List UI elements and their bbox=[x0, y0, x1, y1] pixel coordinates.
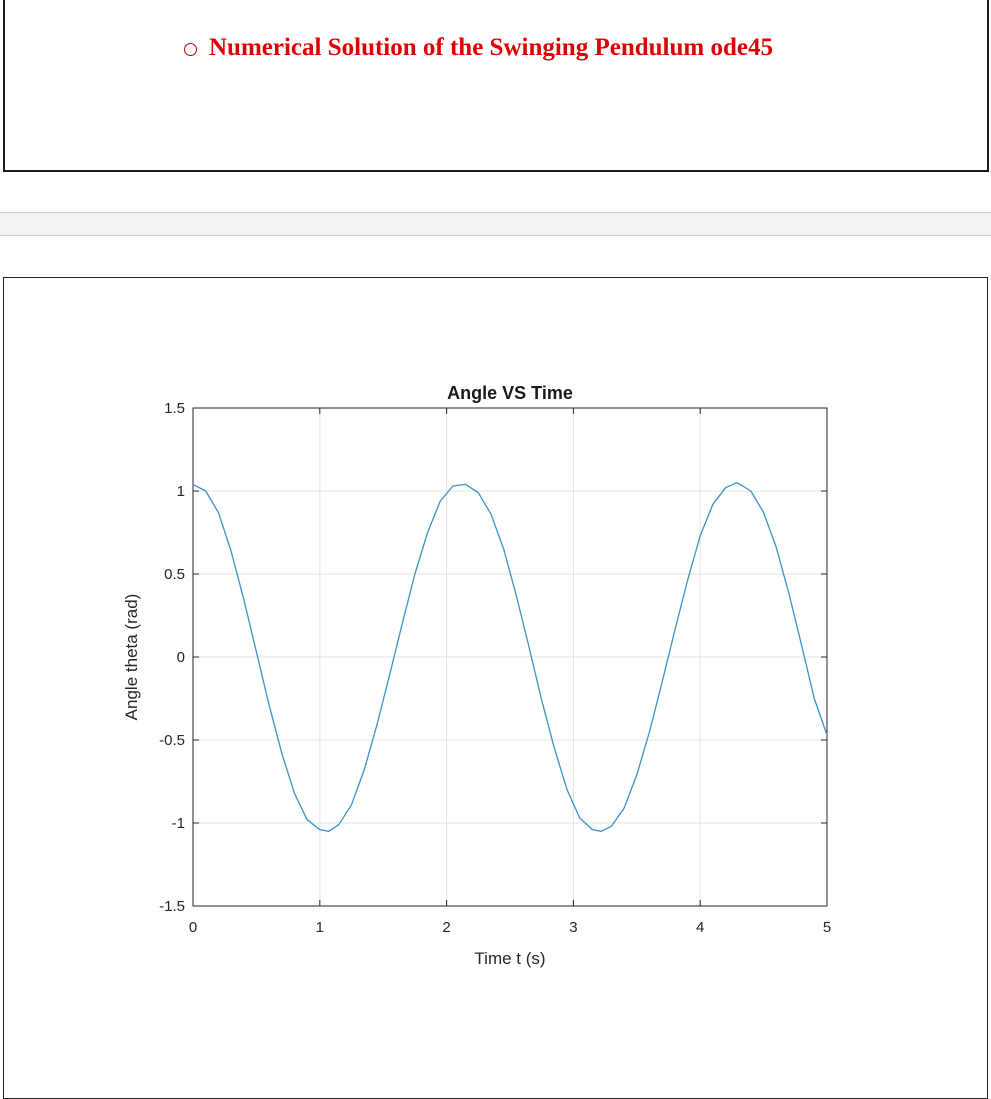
y-tick-label: 0.5 bbox=[164, 566, 185, 583]
x-tick-label: 5 bbox=[823, 919, 831, 936]
y-tick-label: 1 bbox=[177, 483, 185, 500]
y-tick-label: -0.5 bbox=[159, 732, 185, 749]
x-axis-label: Time t (s) bbox=[474, 949, 545, 968]
y-tick-label: 0 bbox=[177, 649, 185, 666]
series-line bbox=[192, 482, 828, 832]
chart-title: Angle VS Time bbox=[447, 383, 573, 403]
y-axis-label: Angle theta (rad) bbox=[122, 594, 141, 721]
y-tick-label: -1 bbox=[172, 815, 185, 832]
circle-bullet-icon bbox=[184, 42, 197, 56]
heading-cell: Numerical Solution of the Swinging Pendu… bbox=[3, 0, 989, 172]
x-tick-label: 2 bbox=[442, 919, 450, 936]
x-tick-label: 4 bbox=[696, 919, 704, 936]
section-heading: Numerical Solution of the Swinging Pendu… bbox=[184, 32, 773, 64]
y-tick-label: -1.5 bbox=[159, 898, 185, 915]
cell-separator bbox=[0, 212, 991, 236]
angle-vs-time-chart: 0 1 2 3 4 5 1.5 1 0.5 0 -0.5 -1 -1.5 Angle VS Time Tim… bbox=[122, 383, 831, 968]
figure-cell: 0 1 2 3 4 5 1.5 1 0.5 0 -0.5 -1 -1.5 Angle VS Time Tim… bbox=[3, 277, 988, 1099]
x-tick-label: 0 bbox=[189, 919, 197, 936]
x-tick-label: 1 bbox=[316, 919, 324, 936]
x-tick-label: 3 bbox=[569, 919, 577, 936]
heading-text: Numerical Solution of the Swinging Pendu… bbox=[209, 34, 773, 61]
y-tick-label: 1.5 bbox=[164, 400, 185, 417]
